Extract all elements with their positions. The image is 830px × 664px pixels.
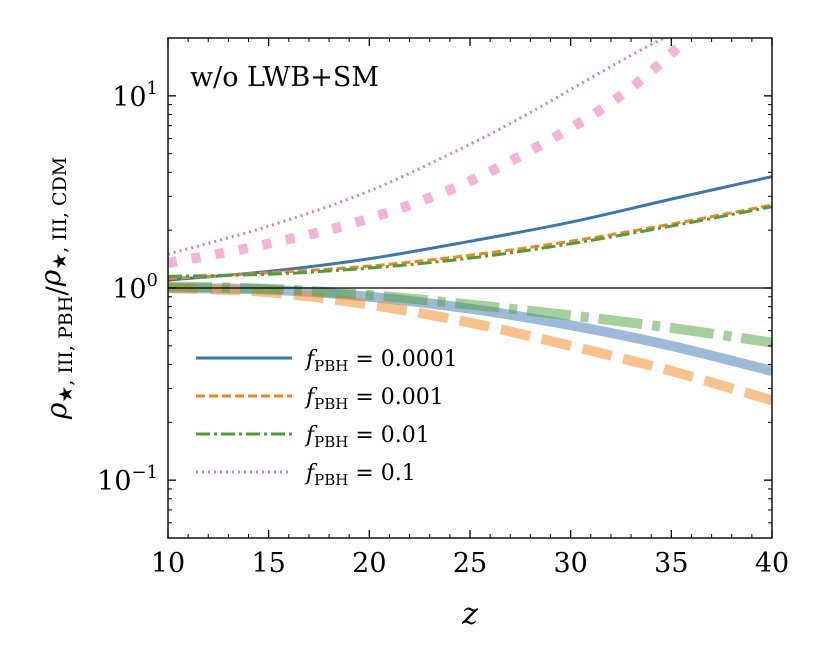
y-axis-ticks: 10−1 100 101 (97, 37, 772, 539)
series-fpbh_1_thick (168, 40, 685, 268)
x-axis-ticks: 10 15 20 25 30 35 40 (151, 38, 789, 579)
annotation-label: w/o LWB+SM (190, 62, 379, 93)
series-fpbh_1 (168, 38, 668, 256)
x-axis-label: z (461, 597, 478, 632)
x-tick-label: 15 (251, 548, 285, 579)
x-tick-label: 40 (755, 548, 789, 579)
y-tick-label: 100 (112, 270, 158, 305)
legend-label-fpbh_01: fPBH = 0.01 (304, 423, 430, 451)
y-tick-label: 10−1 (97, 462, 158, 497)
legend-label-fpbh_001: fPBH = 0.001 (304, 385, 444, 413)
series-fpbh_0001 (168, 175, 772, 282)
x-tick-label: 10 (151, 548, 185, 579)
series-fpbh_01 (168, 205, 772, 278)
series-layer (168, 38, 772, 406)
legend-label-fpbh_1: fPBH = 0.1 (304, 461, 416, 489)
legend: fPBH = 0.0001 fPBH = 0.001 fPBH = 0.01 fPBH… (196, 347, 458, 489)
series-fpbh_001 (168, 203, 772, 281)
x-tick-label: 25 (453, 548, 487, 579)
x-tick-label: 20 (352, 548, 386, 579)
x-tick-label: 30 (553, 548, 587, 579)
legend-label-fpbh_0001: fPBH = 0.0001 (304, 347, 458, 375)
x-tick-label: 35 (654, 548, 688, 579)
y-axis-label: ρ★, III, PBH/ρ★, III, CDM (34, 157, 77, 420)
series-fpbh_01_thick (168, 281, 772, 348)
y-tick-label: 101 (112, 78, 158, 113)
